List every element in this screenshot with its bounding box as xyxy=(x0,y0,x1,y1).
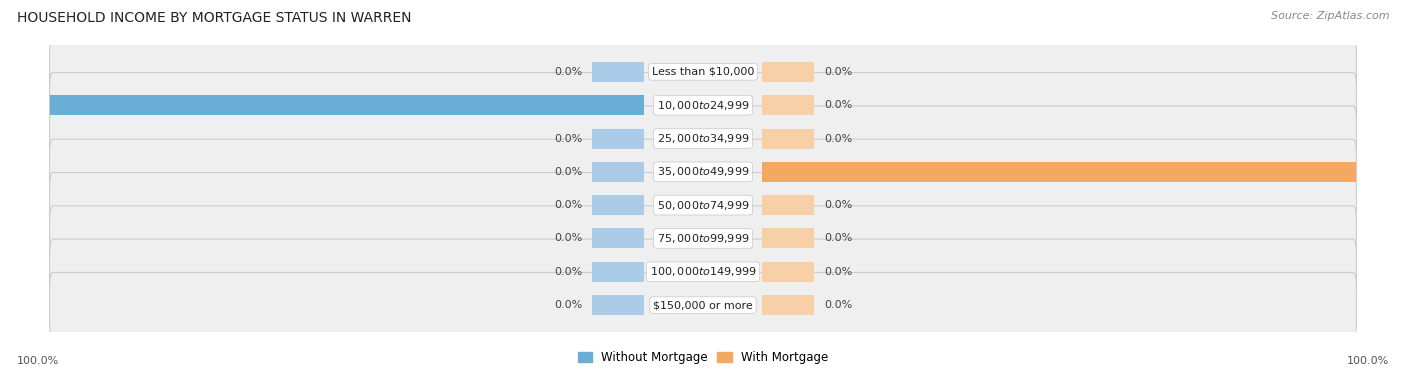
FancyBboxPatch shape xyxy=(49,239,1357,305)
Bar xyxy=(592,129,644,149)
Bar xyxy=(592,295,644,315)
Text: 100.0%: 100.0% xyxy=(0,100,44,110)
Text: 0.0%: 0.0% xyxy=(824,233,852,244)
Text: 0.0%: 0.0% xyxy=(824,200,852,210)
Text: 0.0%: 0.0% xyxy=(824,100,852,110)
Text: 0.0%: 0.0% xyxy=(824,300,852,310)
FancyBboxPatch shape xyxy=(49,106,1357,171)
Text: HOUSEHOLD INCOME BY MORTGAGE STATUS IN WARREN: HOUSEHOLD INCOME BY MORTGAGE STATUS IN W… xyxy=(17,11,412,25)
Bar xyxy=(762,228,814,248)
FancyBboxPatch shape xyxy=(49,139,1357,204)
Text: $75,000 to $99,999: $75,000 to $99,999 xyxy=(657,232,749,245)
Text: 0.0%: 0.0% xyxy=(554,167,582,177)
Bar xyxy=(762,95,814,115)
Legend: Without Mortgage, With Mortgage: Without Mortgage, With Mortgage xyxy=(574,346,832,369)
Text: Less than $10,000: Less than $10,000 xyxy=(652,67,754,77)
Text: 0.0%: 0.0% xyxy=(554,267,582,277)
Text: $50,000 to $74,999: $50,000 to $74,999 xyxy=(657,199,749,211)
Text: 0.0%: 0.0% xyxy=(554,133,582,144)
Text: $100,000 to $149,999: $100,000 to $149,999 xyxy=(650,265,756,278)
FancyBboxPatch shape xyxy=(49,273,1357,338)
Bar xyxy=(762,295,814,315)
Text: Source: ZipAtlas.com: Source: ZipAtlas.com xyxy=(1271,11,1389,21)
Text: $150,000 or more: $150,000 or more xyxy=(654,300,752,310)
Bar xyxy=(762,129,814,149)
FancyBboxPatch shape xyxy=(49,173,1357,238)
FancyBboxPatch shape xyxy=(49,39,1357,104)
Text: 0.0%: 0.0% xyxy=(554,233,582,244)
Text: $25,000 to $34,999: $25,000 to $34,999 xyxy=(657,132,749,145)
FancyBboxPatch shape xyxy=(49,206,1357,271)
Text: 0.0%: 0.0% xyxy=(554,300,582,310)
Bar xyxy=(762,195,814,215)
Text: 0.0%: 0.0% xyxy=(824,67,852,77)
Bar xyxy=(762,162,1357,182)
FancyBboxPatch shape xyxy=(49,72,1357,138)
Text: 0.0%: 0.0% xyxy=(824,267,852,277)
Text: 100.0%: 100.0% xyxy=(17,356,59,366)
Bar xyxy=(49,95,644,115)
Bar xyxy=(762,262,814,282)
Bar xyxy=(592,228,644,248)
Text: $10,000 to $24,999: $10,000 to $24,999 xyxy=(657,99,749,112)
Bar xyxy=(592,62,644,82)
Text: 0.0%: 0.0% xyxy=(824,133,852,144)
Text: 0.0%: 0.0% xyxy=(554,67,582,77)
Text: 100.0%: 100.0% xyxy=(1347,356,1389,366)
Text: 0.0%: 0.0% xyxy=(554,200,582,210)
Text: 100.0%: 100.0% xyxy=(1362,167,1406,177)
Bar xyxy=(592,162,644,182)
Bar xyxy=(762,62,814,82)
Bar xyxy=(592,262,644,282)
Text: $35,000 to $49,999: $35,000 to $49,999 xyxy=(657,166,749,178)
Bar xyxy=(592,195,644,215)
